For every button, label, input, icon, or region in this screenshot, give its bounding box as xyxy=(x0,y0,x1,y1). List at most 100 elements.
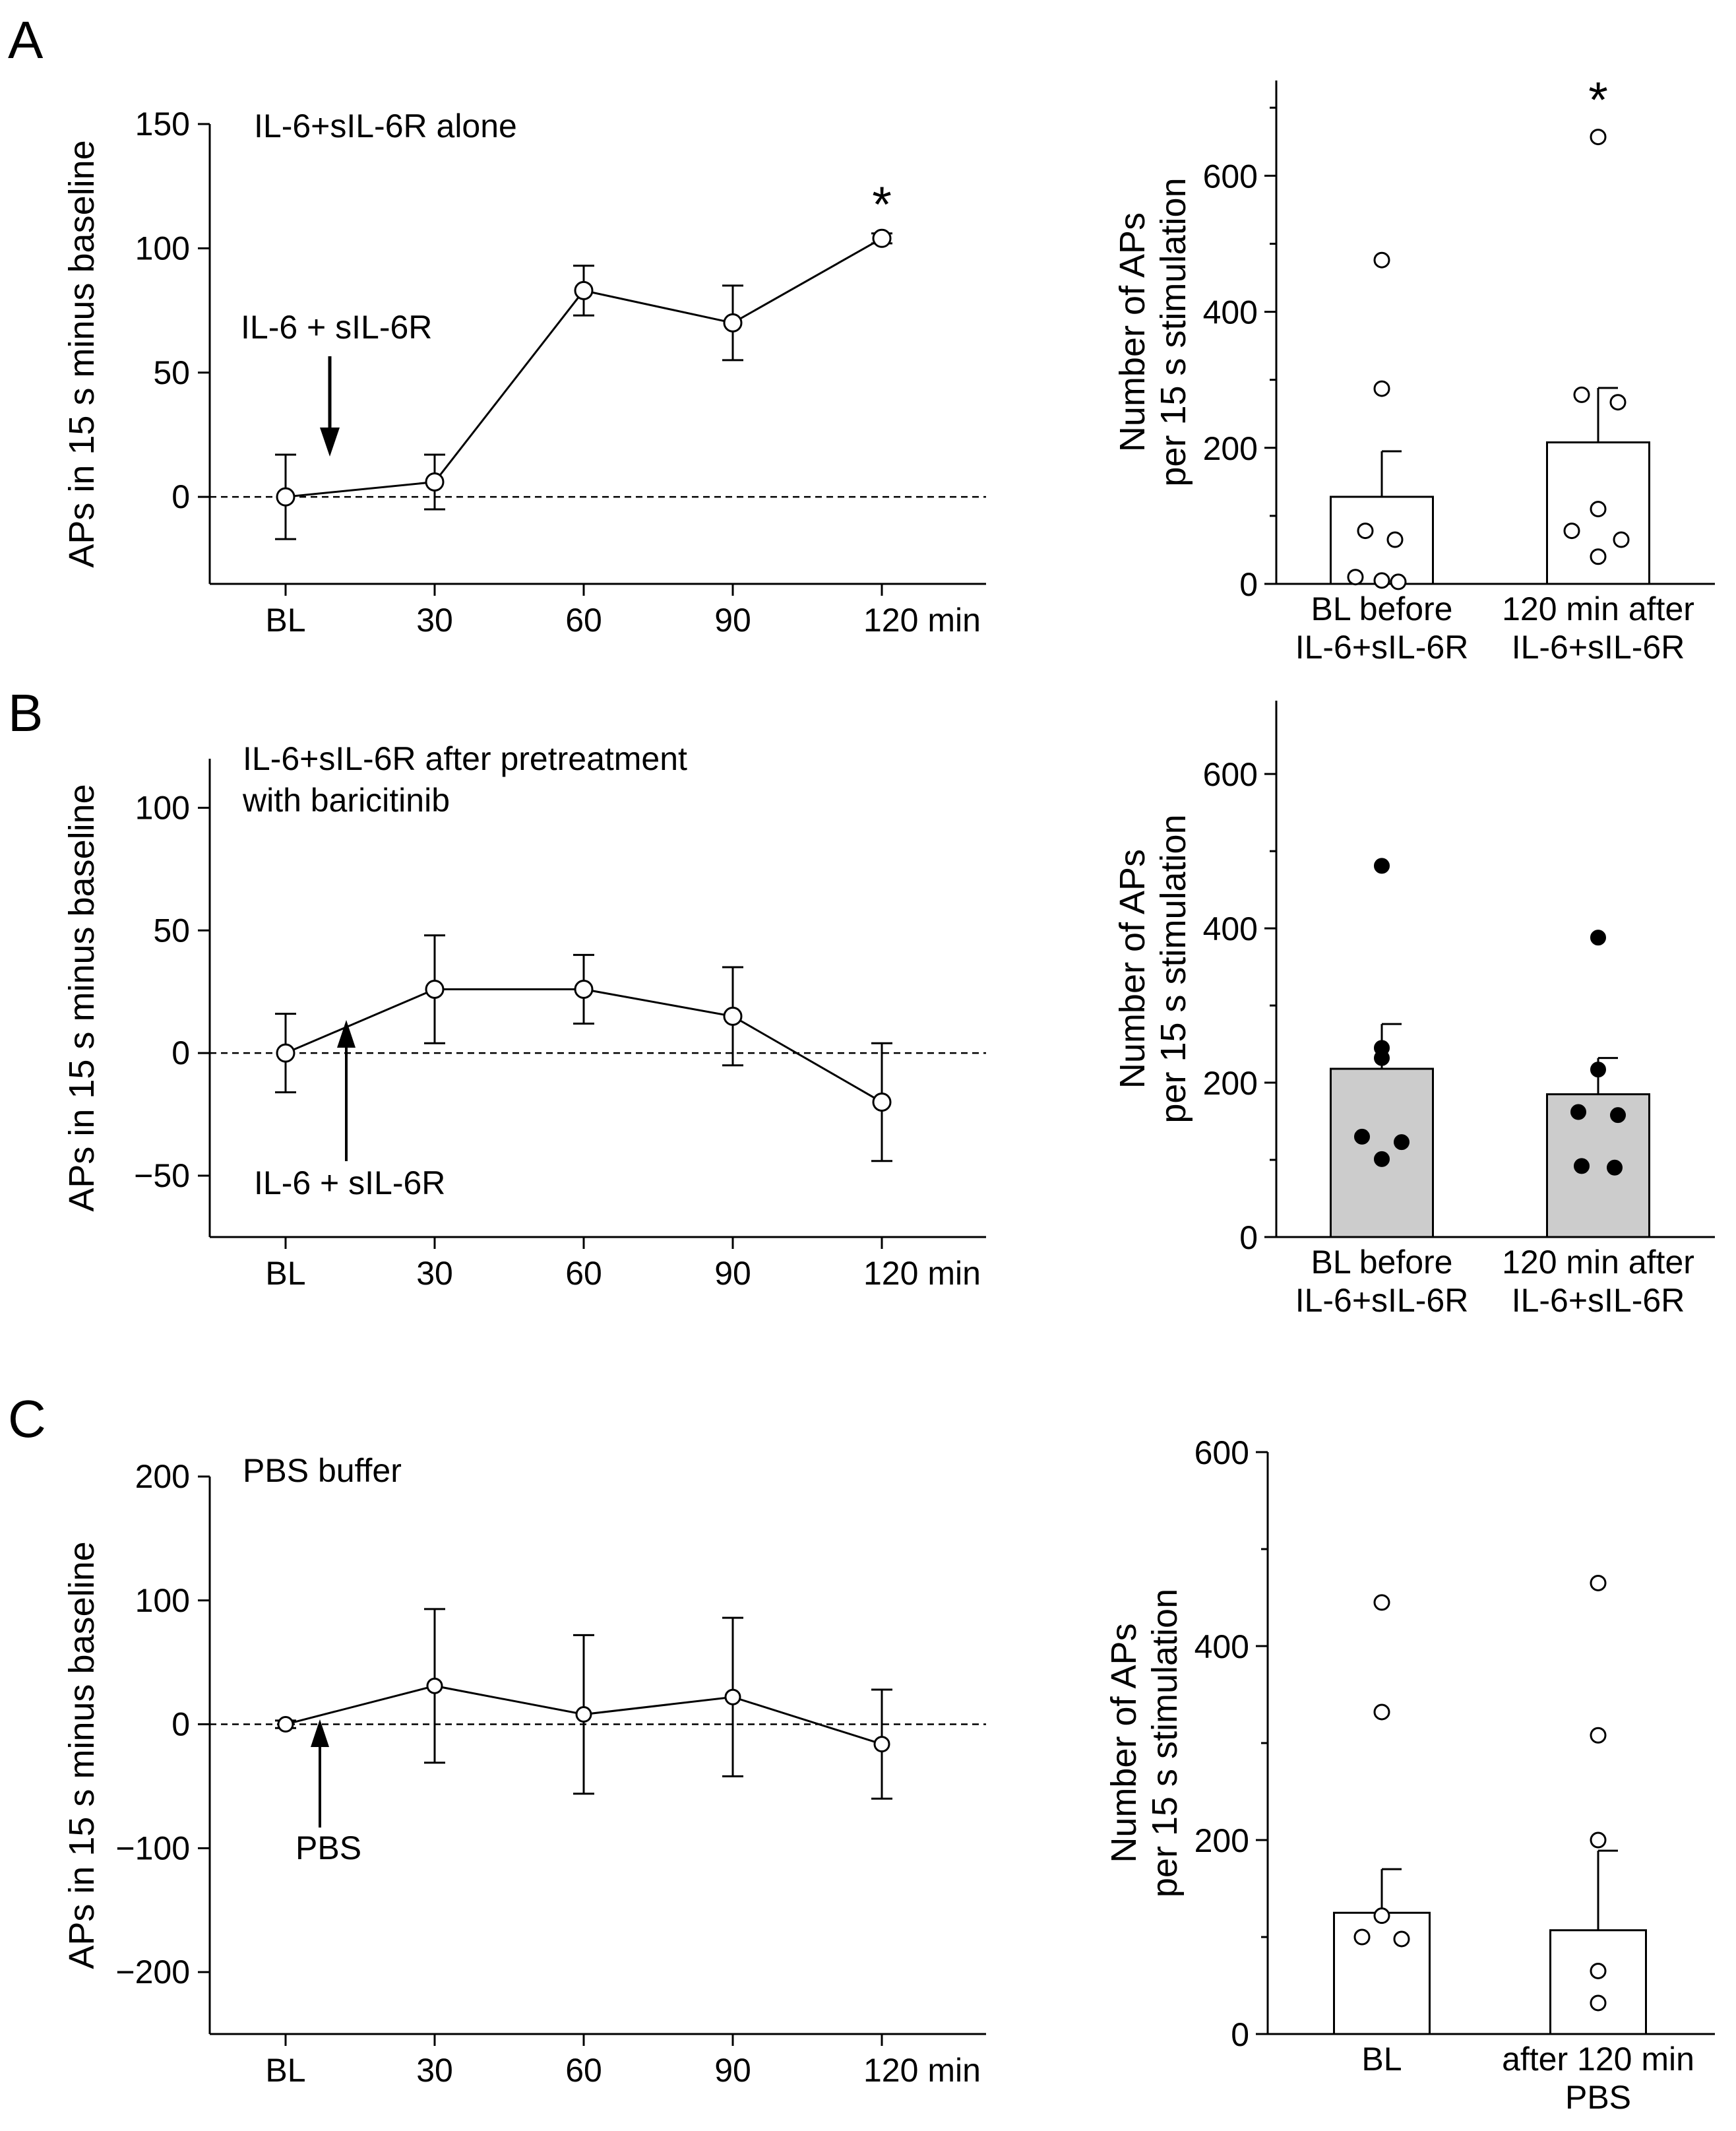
a-line-y-tick-label: 150 xyxy=(135,106,190,143)
b-line-data-point xyxy=(574,979,594,999)
a-bar-individual-point xyxy=(1563,523,1580,540)
b-bar-y-tick-label: 200 xyxy=(1203,1065,1258,1102)
panel-a-arrow xyxy=(320,356,340,457)
panel-b-title-line-2: with baricitinib xyxy=(242,782,450,819)
c-line-x-tick-label: 120 min xyxy=(863,2052,981,2089)
b-bar-y-tick-label: 600 xyxy=(1203,756,1258,793)
a-bar-individual-point xyxy=(1373,251,1390,269)
c-line-data-point xyxy=(426,1677,443,1694)
a-bar-x-tick-label: IL-6+sIL-6R xyxy=(1295,629,1469,666)
c-line-data-point xyxy=(724,1688,741,1705)
b-line-y-tick-label: 100 xyxy=(135,789,190,826)
a-bar-x-tick-label: IL-6+sIL-6R xyxy=(1512,629,1685,666)
c-line-y-axis-label: APs in 15 s minus baseline xyxy=(62,1541,102,1969)
c-line-y-tick-label: −200 xyxy=(115,1954,190,1990)
a-bar-individual-point xyxy=(1573,386,1590,403)
c-bar-y-tick-label: 200 xyxy=(1194,1822,1249,1859)
c-line-data-point xyxy=(575,1706,592,1723)
c-line-x-tick-label: BL xyxy=(265,2052,305,2089)
b-bar-x-tick-label: IL-6+sIL-6R xyxy=(1512,1282,1685,1319)
c-line-chart: −200 −100 0 100 200 BL 30 60 90 120 min APs in 15 … xyxy=(62,1458,986,2089)
b-line-x-tick-label: 60 xyxy=(565,1255,602,1292)
a-bar-individual-point xyxy=(1590,548,1607,565)
c-bar-bar xyxy=(1333,1911,1431,2035)
b-bar-individual-point xyxy=(1374,858,1390,874)
b-bar-chart: 0 200 400 600 Number of APs per 15 s stimulat… xyxy=(1113,701,1715,1319)
c-line-data-point xyxy=(277,1716,294,1733)
c-bar-y-tick-label: 0 xyxy=(1231,2016,1249,2053)
c-bar-individual-point xyxy=(1590,1831,1607,1849)
c-line-y-tick-label: 200 xyxy=(135,1458,190,1495)
panel-c-title: PBS buffer xyxy=(243,1452,402,1489)
c-bar-y-tick-label: 600 xyxy=(1194,1434,1249,1471)
a-bar-x-tick-label: BL before xyxy=(1311,590,1453,627)
b-line-y-axis-label: APs in 15 s minus baseline xyxy=(62,784,102,1211)
b-bar-individual-point xyxy=(1394,1134,1410,1151)
b-bar-y-tick-label: 400 xyxy=(1203,910,1258,947)
b-bar-x-tick-label: BL before xyxy=(1311,1244,1453,1281)
c-bar-individual-point xyxy=(1590,1574,1607,1591)
b-line-data-point xyxy=(723,1006,743,1026)
b-bar-individual-point xyxy=(1574,1158,1590,1174)
b-line-x-tick-label: 30 xyxy=(416,1255,453,1292)
panel-c-arrow-label: PBS xyxy=(295,1829,361,1866)
c-bar-individual-point xyxy=(1373,1907,1390,1924)
a-bar-y-axis-label-line: Number of APs xyxy=(1113,212,1152,452)
a-bar-individual-point xyxy=(1373,572,1390,589)
a-line-y-tick-label: 0 xyxy=(171,478,190,515)
c-bar-bar xyxy=(1549,1929,1647,2035)
c-line-x-tick-label: 30 xyxy=(416,2052,453,2089)
b-bar-x-tick-label: IL-6+sIL-6R xyxy=(1295,1282,1469,1319)
a-bar-individual-point xyxy=(1390,573,1407,590)
b-line-x-tick-label: BL xyxy=(265,1255,305,1292)
c-bar-individual-point xyxy=(1353,1928,1371,1946)
a-line-y-axis-label: APs in 15 s minus baseline xyxy=(62,140,102,567)
c-bar-individual-point xyxy=(1373,1703,1390,1721)
a-line-y-tick-label: 50 xyxy=(153,354,190,391)
c-bar-y-tick-label: 400 xyxy=(1194,1628,1249,1665)
a-bar-significance-star: * xyxy=(1588,73,1608,129)
a-bar-y-tick-label: 0 xyxy=(1239,566,1258,603)
panel-b-title-line-1: IL-6+sIL-6R after pretreatment xyxy=(243,740,687,777)
a-bar-individual-point xyxy=(1386,531,1404,548)
b-line-chart: −50 0 50 100 BL 30 60 90 120 min APs in 15 s minu… xyxy=(62,759,986,1292)
b-line-data-point xyxy=(425,979,445,999)
a-line-data-point xyxy=(723,313,743,333)
a-line-data-point xyxy=(872,228,892,248)
a-bar-y-tick-label: 400 xyxy=(1203,294,1258,331)
b-line-y-tick-label: 0 xyxy=(171,1034,190,1071)
c-bar-x-tick-label: BL xyxy=(1361,2041,1402,2078)
b-bar-individual-point xyxy=(1354,1128,1370,1145)
c-bar-individual-point xyxy=(1393,1930,1410,1948)
c-bar-x-tick-label: after 120 min xyxy=(1502,2041,1694,2078)
panel-b-arrow-label: IL-6 + sIL-6R xyxy=(254,1164,445,1201)
a-line-data-point xyxy=(425,472,445,492)
a-bar-individual-point xyxy=(1347,569,1364,586)
panel-letter-b: B xyxy=(8,684,43,742)
a-bar-individual-point xyxy=(1613,531,1630,548)
a-bar-x-tick-label: 120 min after xyxy=(1502,590,1694,627)
b-bar-individual-point xyxy=(1374,1050,1390,1066)
a-line-chart: 0 50 100 150 BL 30 60 90 120 min APs in 15 s minu… xyxy=(62,106,986,639)
panel-letter-a: A xyxy=(8,11,44,69)
c-bar-x-tick-label: PBS xyxy=(1565,2079,1631,2116)
a-line-x-tick-label: BL xyxy=(265,602,305,639)
b-bar-bar xyxy=(1546,1093,1650,1238)
c-line-y-tick-label: −100 xyxy=(115,1829,190,1866)
b-bar-individual-point xyxy=(1374,1151,1390,1167)
a-line-data-point xyxy=(574,280,594,300)
c-bar-individual-point xyxy=(1373,1594,1390,1611)
panel-letter-c: C xyxy=(8,1389,46,1448)
b-bar-individual-point xyxy=(1610,1107,1626,1124)
panel-b-arrow xyxy=(337,1020,356,1161)
a-line-x-tick-label: 60 xyxy=(565,602,602,639)
c-line-data-point xyxy=(873,1736,890,1753)
a-bar-y-tick-label: 600 xyxy=(1203,158,1258,195)
c-line-y-tick-label: 0 xyxy=(171,1706,190,1743)
c-bar-individual-point xyxy=(1590,1962,1607,1979)
b-line-y-tick-label: −50 xyxy=(134,1157,190,1194)
b-bar-y-tick-label: 0 xyxy=(1239,1219,1258,1256)
c-bar-y-axis-label-line: per 15 s stimulation xyxy=(1145,1589,1185,1897)
a-bar-individual-point xyxy=(1357,523,1374,540)
